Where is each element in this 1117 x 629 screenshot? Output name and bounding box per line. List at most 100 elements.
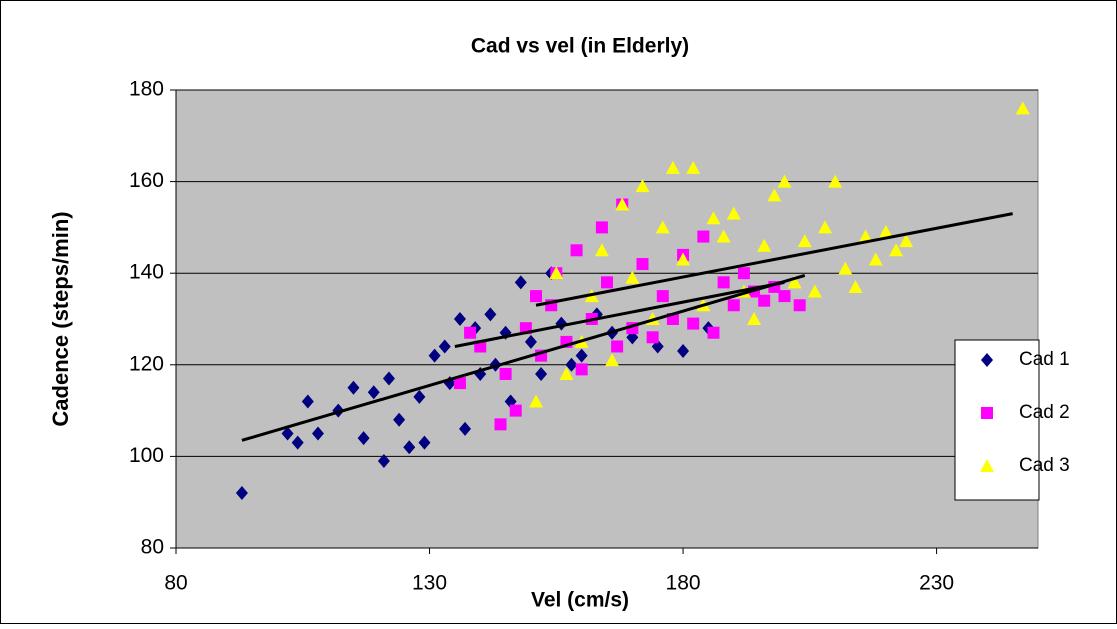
legend-marker (981, 407, 993, 419)
point (595, 221, 608, 234)
point (858, 229, 873, 243)
point (382, 371, 395, 386)
point (594, 243, 609, 257)
point (311, 426, 324, 441)
x-tick-label: 80 (164, 572, 187, 595)
point (529, 394, 544, 408)
point (787, 275, 802, 289)
point (807, 284, 822, 298)
point (549, 266, 564, 280)
point (737, 267, 750, 280)
point (646, 331, 659, 344)
point (428, 348, 441, 363)
plot-area (175, 89, 1039, 549)
point (758, 294, 771, 307)
legend-label: Cad 1 (1019, 349, 1070, 370)
point (453, 377, 466, 390)
point (686, 160, 701, 174)
point (601, 276, 613, 289)
point (235, 486, 248, 501)
point (367, 385, 380, 400)
point (868, 252, 883, 266)
point (848, 279, 863, 293)
point (797, 234, 812, 248)
x-tick-label: 130 (412, 572, 447, 595)
point (635, 179, 650, 193)
point (570, 244, 583, 257)
legend-box (954, 339, 1040, 501)
point (757, 238, 772, 252)
point (499, 367, 512, 380)
point (655, 220, 670, 234)
point (418, 435, 431, 450)
point (707, 326, 720, 339)
point (347, 380, 360, 395)
y-tick-label: 80 (141, 536, 164, 559)
point (413, 389, 426, 404)
point (403, 440, 416, 455)
point (697, 230, 710, 243)
point (611, 340, 624, 353)
chart-title: Cad vs vel (in Elderly) (471, 35, 689, 58)
legend-marker (980, 459, 994, 472)
x-tick-label: 180 (666, 572, 701, 595)
y-tick-label: 140 (129, 261, 164, 284)
y-tick-label: 160 (129, 169, 164, 192)
y-tick-label: 100 (129, 444, 164, 467)
point (665, 160, 680, 174)
point (716, 229, 731, 243)
point (565, 357, 578, 372)
point (777, 174, 792, 188)
point (726, 206, 741, 220)
point (559, 366, 574, 380)
point (878, 224, 893, 238)
point (509, 404, 522, 417)
point (357, 431, 370, 446)
point (676, 252, 691, 266)
point (778, 290, 791, 303)
x-axis-label: Vel (cm/s) (531, 589, 629, 612)
point (438, 339, 451, 354)
point (1015, 101, 1030, 115)
point (575, 363, 588, 376)
point (727, 299, 740, 312)
legend-label: Cad 2 (1019, 402, 1070, 423)
point (818, 220, 833, 234)
trendline (241, 274, 806, 442)
point (605, 353, 620, 367)
point (535, 366, 548, 381)
point (484, 307, 497, 322)
point (494, 418, 507, 431)
point (530, 290, 543, 303)
trendline (454, 280, 785, 348)
point (656, 290, 669, 303)
point (301, 394, 314, 409)
trendline (535, 212, 1013, 307)
point (377, 453, 390, 468)
point (625, 270, 640, 284)
point (717, 276, 730, 289)
point (677, 344, 690, 359)
point (889, 243, 904, 257)
point (291, 435, 304, 450)
point (459, 421, 472, 436)
point (793, 299, 806, 312)
point (767, 188, 782, 202)
point (281, 426, 294, 441)
y-tick-label: 120 (129, 352, 164, 375)
point (687, 317, 700, 330)
point (828, 174, 843, 188)
point (899, 234, 914, 248)
point (706, 211, 721, 225)
legend-marker (981, 353, 993, 367)
y-tick-label: 180 (129, 78, 164, 101)
y-axis-label: Cadence (steps/min) (48, 211, 73, 426)
point (747, 312, 762, 325)
point (615, 197, 630, 211)
point (575, 348, 588, 363)
point (838, 261, 853, 275)
point (636, 258, 649, 271)
point (524, 334, 537, 349)
point (453, 312, 466, 326)
